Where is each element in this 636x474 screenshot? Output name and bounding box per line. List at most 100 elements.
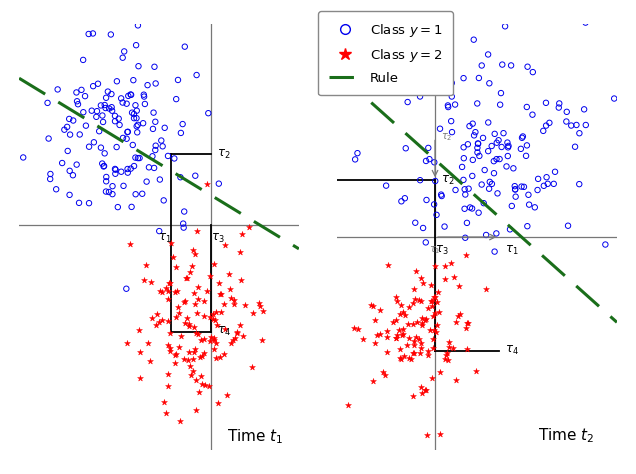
Point	[73, 100, 83, 108]
Point	[441, 351, 452, 359]
Point	[131, 41, 141, 49]
Point	[110, 170, 120, 178]
Point	[472, 100, 482, 107]
Point	[184, 348, 194, 356]
Point	[430, 177, 440, 185]
Point	[193, 296, 203, 303]
Point	[106, 31, 116, 38]
Point	[579, 106, 589, 113]
Point	[230, 334, 240, 342]
Point	[349, 324, 359, 331]
Point	[533, 175, 543, 182]
Point	[176, 129, 186, 137]
Point	[135, 348, 145, 356]
Point	[100, 104, 111, 112]
Point	[183, 356, 193, 364]
Point	[191, 376, 202, 383]
Point	[408, 320, 418, 328]
Point	[205, 314, 215, 321]
Point	[150, 118, 160, 126]
Point	[410, 295, 420, 302]
Point	[353, 325, 363, 333]
Point	[179, 224, 189, 231]
Point	[134, 327, 144, 334]
Point	[101, 177, 111, 185]
Point	[435, 369, 445, 376]
Point	[420, 238, 431, 246]
Point	[155, 287, 165, 294]
Point	[123, 92, 134, 100]
Point	[222, 391, 232, 399]
Point	[161, 410, 171, 417]
Point	[179, 298, 189, 306]
Point	[415, 349, 425, 357]
Point	[503, 144, 513, 151]
Point	[171, 313, 181, 320]
Point	[541, 99, 551, 107]
Point	[380, 371, 391, 379]
Point	[163, 152, 173, 160]
Point	[121, 135, 132, 143]
Point	[123, 128, 133, 136]
Point	[225, 285, 235, 293]
Point	[474, 74, 484, 82]
Point	[523, 191, 534, 199]
Point	[204, 383, 214, 390]
Point	[415, 93, 425, 100]
Point	[446, 118, 456, 125]
Point	[128, 141, 138, 149]
Point	[208, 315, 218, 323]
Point	[480, 166, 490, 174]
Point	[423, 352, 433, 359]
Point	[236, 276, 246, 283]
Point	[474, 209, 484, 217]
Point	[185, 268, 195, 276]
Point	[158, 398, 169, 406]
Point	[238, 332, 248, 340]
Point	[429, 158, 439, 166]
Point	[104, 188, 114, 196]
Point	[414, 296, 424, 303]
Point	[170, 352, 181, 359]
Point	[473, 140, 483, 147]
Point	[440, 262, 450, 270]
Point	[158, 197, 169, 204]
Point	[427, 297, 437, 304]
Point	[443, 103, 453, 111]
Point	[479, 200, 489, 207]
Point	[409, 337, 419, 345]
Point	[223, 271, 233, 278]
Point	[129, 110, 139, 118]
Point	[430, 73, 440, 80]
Point	[391, 334, 401, 342]
Point	[543, 180, 553, 188]
Point	[170, 350, 181, 357]
Point	[491, 229, 501, 237]
Point	[561, 118, 571, 125]
Point	[157, 288, 167, 296]
Point	[129, 162, 139, 170]
Point	[53, 86, 63, 93]
Point	[111, 143, 121, 151]
Point	[118, 99, 128, 106]
Point	[51, 185, 61, 193]
Point	[175, 417, 185, 424]
Point	[180, 43, 190, 50]
Point	[501, 163, 511, 170]
Point	[144, 357, 155, 365]
Point	[71, 89, 81, 96]
Point	[460, 251, 471, 258]
Point	[459, 155, 469, 162]
Point	[492, 155, 502, 163]
Point	[441, 350, 452, 357]
Point	[100, 150, 110, 157]
Point	[366, 301, 377, 309]
Text: $\tau_2$: $\tau_2$	[441, 173, 454, 187]
Point	[235, 248, 245, 256]
Point	[113, 203, 123, 211]
Point	[370, 339, 380, 347]
Point	[162, 383, 172, 390]
Point	[439, 223, 450, 230]
Point	[382, 328, 392, 335]
Point	[471, 368, 481, 375]
